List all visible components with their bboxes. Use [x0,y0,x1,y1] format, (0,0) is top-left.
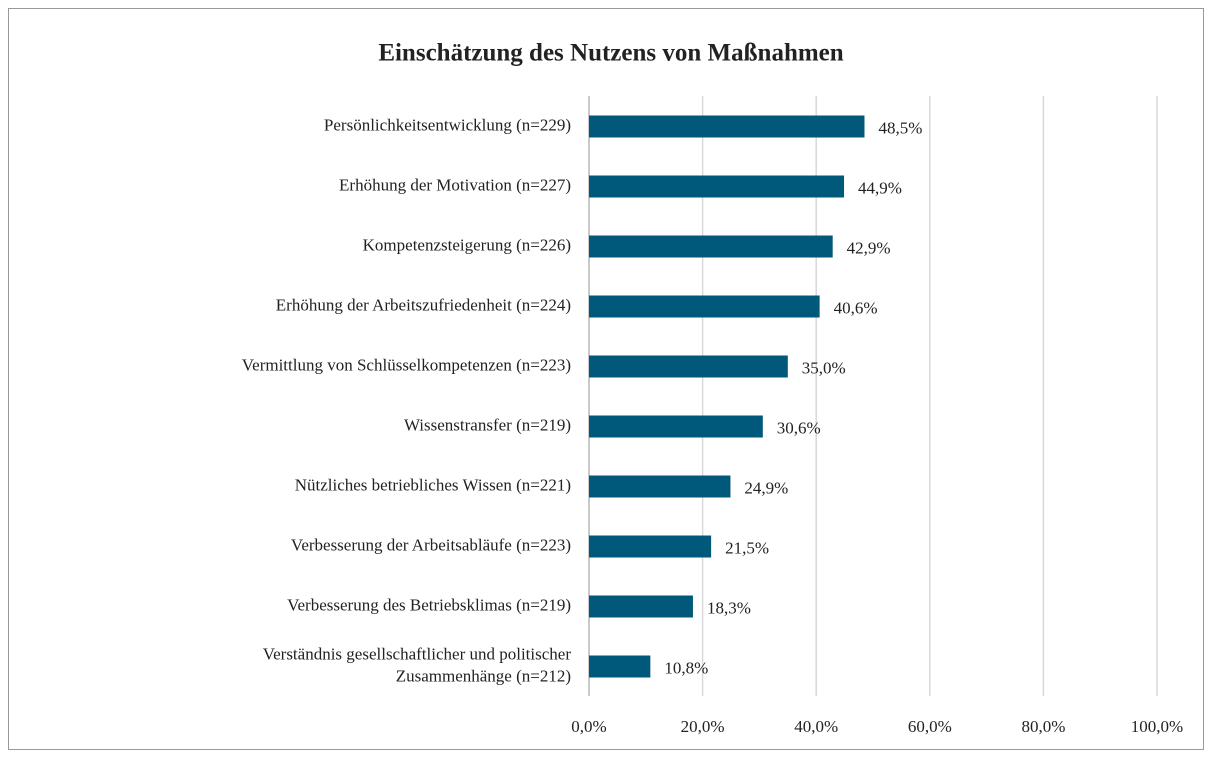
y-tick-label: Wissenstransfer (n=219) [404,415,571,434]
data-label: 10,8% [664,658,708,677]
data-label: 18,3% [707,598,751,617]
bar [589,355,788,378]
bar [589,595,693,618]
data-label: 21,5% [725,538,769,557]
bar [589,475,731,498]
bar [589,235,833,258]
y-tick-label: Kompetenzsteigerung (n=226) [363,235,571,254]
bar [589,295,820,318]
data-label: 24,9% [744,478,788,497]
y-tick-label: Vermittlung von Schlüsselkompetenzen (n=… [242,355,571,374]
bar [589,115,865,138]
data-label: 35,0% [802,358,846,377]
x-tick-label: 100,0% [1131,717,1183,736]
x-tick-label: 20,0% [681,717,725,736]
y-tick-label: Erhöhung der Arbeitszufriedenheit (n=224… [276,295,571,314]
data-label: 44,9% [858,178,902,197]
x-tick-label: 60,0% [908,717,952,736]
bar [589,655,651,678]
x-tick-label: 0,0% [571,717,606,736]
data-label: 42,9% [847,238,891,257]
chart-title: Einschätzung des Nutzens von Maßnahmen [378,40,843,67]
y-tick-label: Persönlichkeitsentwicklung (n=229) [324,115,571,134]
bar [589,175,845,198]
data-label: 48,5% [878,118,922,137]
data-label: 40,6% [834,298,878,317]
bar [589,535,712,558]
y-tick-label: Erhöhung der Motivation (n=227) [339,175,571,194]
y-tick-label: Nützliches betriebliches Wissen (n=221) [295,475,571,494]
x-tick-label: 40,0% [794,717,838,736]
bar [589,415,763,438]
y-tick-label: Verständnis gesellschaftlicher und polit… [263,644,572,685]
y-tick-label: Verbesserung des Betriebsklimas (n=219) [287,595,571,614]
x-tick-label: 80,0% [1021,717,1065,736]
data-label: 30,6% [777,418,821,437]
y-tick-label: Verbesserung der Arbeitsabläufe (n=223) [291,535,571,554]
